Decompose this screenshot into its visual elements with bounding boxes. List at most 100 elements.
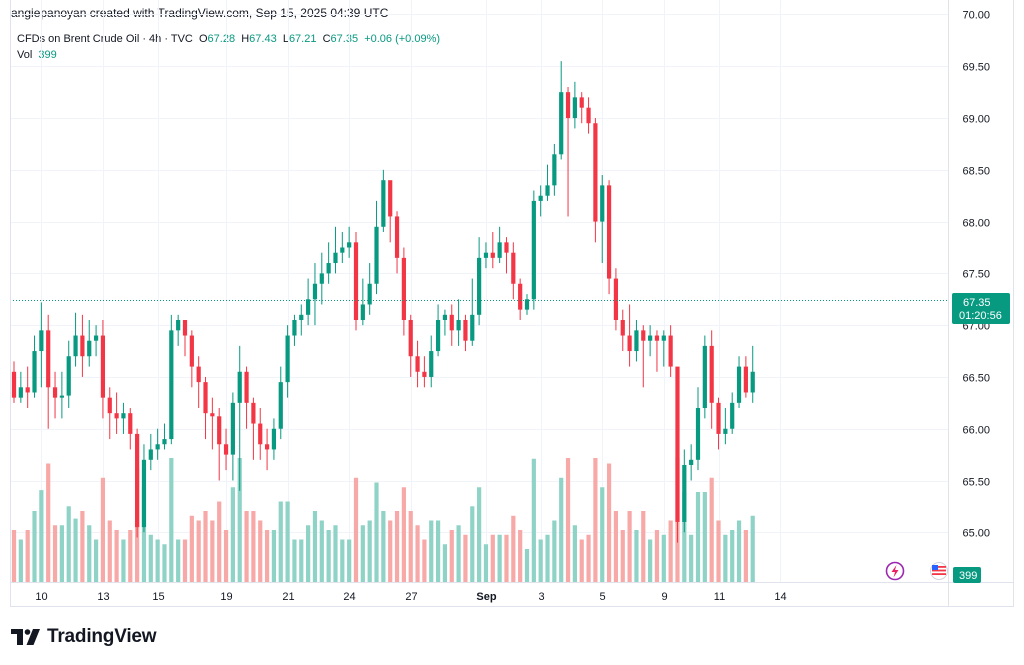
candle-body bbox=[456, 319, 461, 331]
candle-body bbox=[730, 402, 735, 429]
candle-body bbox=[347, 242, 352, 248]
volume-bar bbox=[572, 525, 577, 582]
candle-body bbox=[381, 180, 386, 227]
volume-bar bbox=[463, 534, 468, 582]
volume-bar bbox=[114, 530, 119, 582]
symbol-title[interactable]: CFDs on Brent Crude Oil · 4h · TVC bbox=[17, 33, 193, 45]
candle-body bbox=[682, 464, 687, 522]
price-tick-label: 69.00 bbox=[962, 114, 990, 126]
volume-bar bbox=[586, 534, 591, 582]
time-tick-label: 14 bbox=[774, 591, 786, 603]
volume-bar bbox=[668, 520, 673, 582]
volume-bar bbox=[675, 458, 680, 582]
candle-body bbox=[579, 97, 584, 108]
candle-body bbox=[654, 335, 660, 341]
candle-body bbox=[155, 444, 160, 450]
candle-body bbox=[504, 242, 509, 253]
candle-body bbox=[223, 444, 229, 455]
candle-body bbox=[709, 345, 714, 403]
volume-bar bbox=[661, 534, 666, 582]
volume-bar bbox=[121, 539, 126, 582]
candle-body bbox=[394, 216, 400, 258]
volume-bar bbox=[477, 487, 482, 582]
volume-bar bbox=[217, 501, 222, 582]
candle-body bbox=[66, 356, 71, 396]
candle-body bbox=[258, 423, 263, 445]
price-tick-label: 67.50 bbox=[962, 269, 990, 281]
candle-body bbox=[552, 154, 557, 186]
volume-bar bbox=[531, 458, 536, 582]
volume-bar bbox=[682, 492, 687, 582]
volume-bar bbox=[340, 539, 345, 582]
volume-bar bbox=[244, 511, 249, 582]
candle-body bbox=[627, 335, 632, 352]
us-flag-icon bbox=[930, 562, 948, 580]
price-axis: 70.00 69.50 69.00 68.50 68.00 67.50 67.00 66.50… bbox=[962, 10, 990, 540]
candle-body bbox=[538, 195, 543, 201]
volume-bar bbox=[353, 477, 359, 582]
volume-bar bbox=[196, 520, 201, 582]
volume-legend[interactable]: Vol 399 bbox=[17, 49, 57, 61]
candle-body bbox=[237, 371, 242, 403]
price-tick-label: 70.00 bbox=[962, 10, 990, 22]
tradingview-logo-icon bbox=[11, 629, 40, 645]
volume-bar bbox=[695, 492, 701, 582]
volume-bar bbox=[648, 539, 653, 582]
volume-bar bbox=[223, 530, 229, 582]
candle-body bbox=[435, 319, 441, 352]
volume-bar bbox=[264, 530, 270, 582]
volume-bar bbox=[230, 487, 235, 582]
volume-bar bbox=[271, 530, 277, 582]
candle-body bbox=[32, 351, 37, 393]
volume-bar bbox=[654, 530, 660, 582]
time-tick-label: 10 bbox=[35, 591, 47, 603]
candle-body bbox=[340, 247, 345, 253]
time-tick-label: 13 bbox=[97, 591, 109, 603]
chart-credit: angiepanoyan created with TradingView.co… bbox=[11, 6, 389, 20]
time-tick-label: Sep bbox=[476, 591, 496, 603]
tradingview-logo[interactable]: TradingView bbox=[11, 626, 157, 648]
price-tick-label: 65.00 bbox=[962, 528, 990, 540]
candle-body bbox=[606, 185, 612, 279]
volume-bar bbox=[490, 534, 495, 582]
volume-bar bbox=[504, 534, 509, 582]
candle-body bbox=[716, 402, 721, 434]
time-tick-label: 15 bbox=[152, 591, 164, 603]
candle-body bbox=[518, 283, 523, 310]
candle-body bbox=[702, 345, 707, 409]
candle-body bbox=[661, 335, 666, 341]
volume-bar bbox=[135, 468, 140, 582]
candle-body bbox=[750, 371, 755, 393]
volume-bar bbox=[422, 539, 427, 582]
volume-bars bbox=[11, 458, 755, 582]
candle-body bbox=[128, 413, 133, 434]
open-label: O bbox=[198, 33, 208, 45]
high-label: H bbox=[241, 33, 250, 45]
candle-body bbox=[87, 340, 92, 357]
candle-body bbox=[100, 335, 106, 398]
volume-bar bbox=[620, 530, 625, 582]
volume-bar bbox=[702, 492, 707, 582]
candle-body bbox=[668, 335, 673, 367]
volume-bar bbox=[518, 530, 523, 582]
volume-bar bbox=[312, 511, 318, 582]
price-badge: 67.35 01:20:56 bbox=[952, 293, 1010, 324]
candle-body bbox=[524, 299, 530, 310]
volume-bar bbox=[401, 487, 406, 582]
candle-body bbox=[210, 413, 215, 417]
candle-body bbox=[415, 356, 420, 372]
candle-body bbox=[600, 185, 605, 222]
candle-body bbox=[319, 273, 324, 284]
chart-grid bbox=[11, 0, 948, 582]
volume-bar bbox=[606, 463, 612, 582]
price-tick-label: 68.00 bbox=[962, 218, 990, 230]
symbol-legend[interactable]: CFDs on Brent Crude Oil · 4h · TVC O67.2… bbox=[17, 33, 440, 45]
candle-body bbox=[93, 335, 99, 341]
volume-bar bbox=[203, 511, 208, 582]
volume-bar bbox=[176, 539, 181, 582]
open-value: 67.28 bbox=[207, 33, 236, 45]
candle-body bbox=[463, 319, 468, 341]
volume-bar bbox=[524, 549, 530, 582]
time-axis: 10 13 15 19 21 24 27 Sep 3 5 9 11 14 bbox=[35, 591, 786, 603]
